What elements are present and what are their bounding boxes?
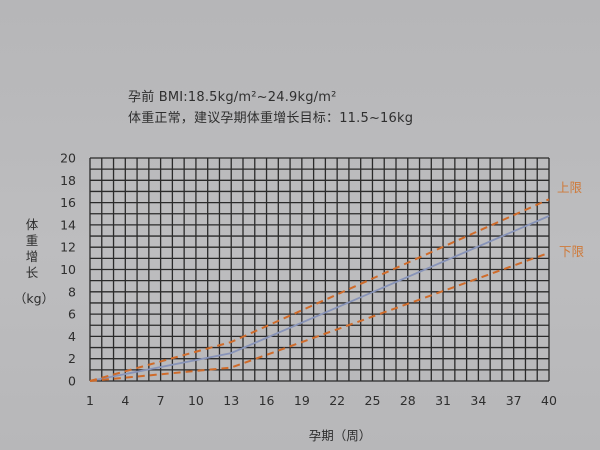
y-axis-title-char: 体 bbox=[26, 217, 39, 232]
y-tick-label: 12 bbox=[60, 240, 76, 255]
x-tick-label: 19 bbox=[294, 393, 310, 408]
y-axis-title-char: 长 bbox=[26, 265, 39, 280]
y-axis-title-char: 重 bbox=[26, 233, 39, 248]
x-tick-label: 28 bbox=[400, 393, 416, 408]
x-tick-label: 4 bbox=[121, 393, 129, 408]
x-tick-label: 22 bbox=[329, 393, 345, 408]
x-tick-label: 10 bbox=[188, 393, 204, 408]
x-tick-label: 13 bbox=[223, 393, 239, 408]
x-tick-label: 25 bbox=[365, 393, 381, 408]
y-axis-title-char: 增 bbox=[26, 249, 39, 264]
y-tick-label: 2 bbox=[68, 351, 76, 366]
x-axis-title: 孕期（周） bbox=[309, 428, 372, 443]
lower-series-line bbox=[89, 251, 550, 382]
y-tick-label: 8 bbox=[68, 284, 76, 299]
x-tick-label: 37 bbox=[506, 393, 522, 408]
series-layer bbox=[89, 198, 550, 382]
x-tick-label: 16 bbox=[259, 393, 275, 408]
average-series-line bbox=[89, 215, 550, 382]
upper-series-line bbox=[89, 198, 550, 382]
x-tick-label: 31 bbox=[435, 393, 451, 408]
y-tick-label: 16 bbox=[60, 195, 76, 210]
bmi-range-text: 孕前 BMI:18.5kg/m²~24.9kg/m² bbox=[128, 90, 337, 105]
y-axis-unit: （kg） bbox=[14, 291, 54, 306]
x-tick-label: 34 bbox=[470, 393, 486, 408]
weight-gain-goal-text: 体重正常，建议孕期体重增长目标：11.5~16kg bbox=[128, 111, 414, 126]
x-tick-label: 7 bbox=[157, 393, 165, 408]
tick-labels: 1 4 7 10 13 16 19 22 25 28 31 34 37 40024681012141618… bbox=[60, 151, 557, 409]
upper-limit-label: 上限 bbox=[557, 180, 583, 195]
x-tick-label: 1 bbox=[86, 393, 94, 408]
grid bbox=[89, 157, 550, 382]
y-tick-label: 0 bbox=[68, 374, 76, 389]
x-tick-label: 40 bbox=[541, 393, 557, 408]
y-tick-label: 10 bbox=[60, 262, 76, 277]
lower-limit-label: 下限 bbox=[559, 244, 585, 259]
y-axis-title: 体 重 增 长 （kg） bbox=[14, 217, 54, 306]
y-tick-label: 6 bbox=[68, 307, 76, 322]
y-tick-label: 4 bbox=[68, 329, 76, 344]
y-tick-label: 18 bbox=[60, 173, 76, 188]
y-tick-label: 14 bbox=[60, 217, 76, 232]
y-tick-label: 20 bbox=[60, 151, 76, 166]
